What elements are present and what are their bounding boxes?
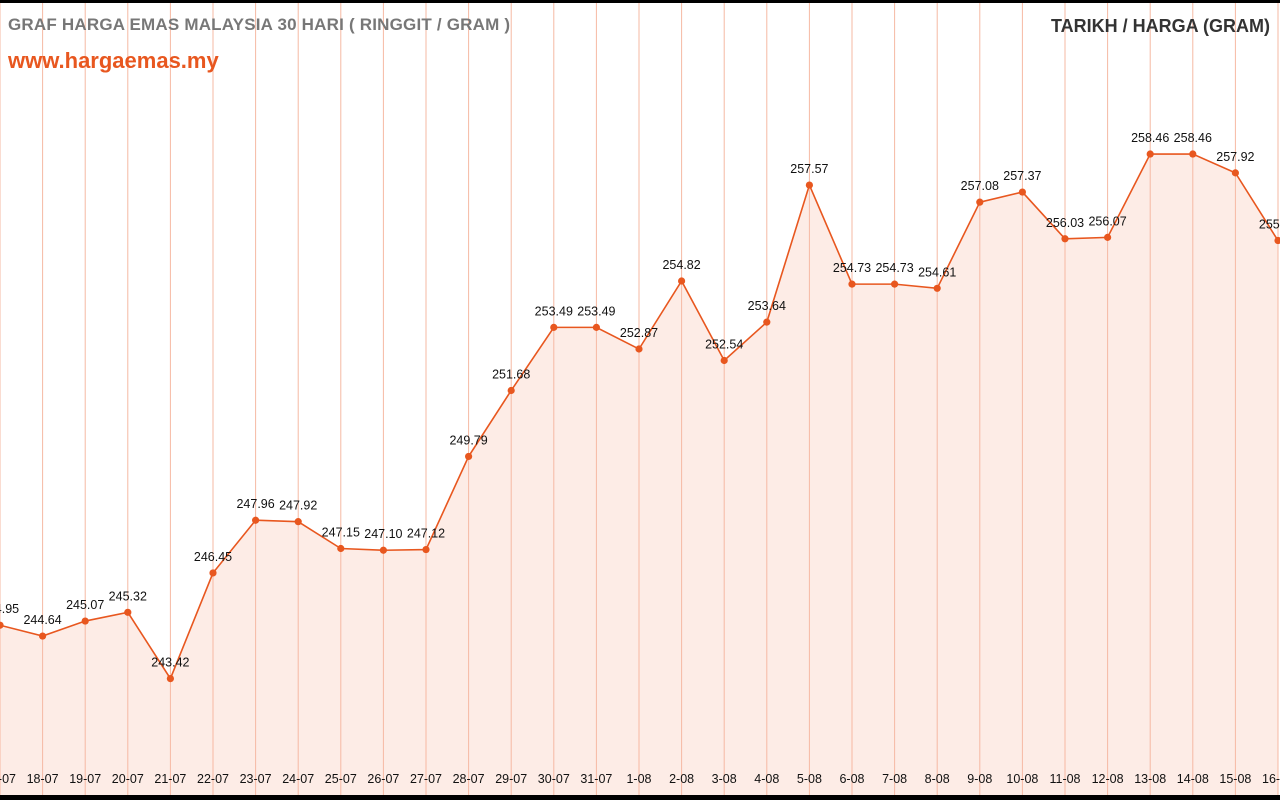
data-label: 256.03 [1046,216,1084,230]
data-point [507,386,515,395]
data-label: 247.92 [279,499,317,513]
data-point [976,198,984,206]
data-label: 251.68 [492,368,530,382]
x-tick-label: 24-07 [282,772,314,786]
data-label: 253.49 [535,304,573,318]
data-point [1146,150,1154,158]
data-point [1061,235,1069,243]
data-label: 257.08 [961,179,999,193]
data-label: 254.73 [875,261,913,275]
x-tick-label: 2-08 [669,772,694,786]
data-label: 254.82 [662,258,700,272]
data-point [848,280,856,288]
data-point [465,452,473,461]
data-point [294,518,302,526]
x-tick-label: 10-08 [1006,772,1038,786]
data-point [0,621,4,629]
data-point [166,674,174,683]
data-point [933,284,941,292]
x-tick-label: 16-08 [1262,772,1280,786]
x-tick-label: 1-08 [626,772,651,786]
x-tick-label: 21-07 [154,772,186,786]
chart-title: GRAF HARGA EMAS MALAYSIA 30 HARI ( RINGG… [8,15,511,34]
x-tick-label: 14-08 [1177,772,1209,786]
x-tick-label: 23-07 [240,772,272,786]
x-tick-label: 30-07 [538,772,570,786]
x-tick-label: 3-08 [712,772,737,786]
data-point [1189,150,1197,158]
data-point [209,569,217,577]
data-point [550,323,558,331]
data-label: 255.98 [1259,218,1280,232]
x-tick-label: 13-08 [1134,772,1166,786]
data-point [805,181,814,189]
data-label: 244.95 [0,602,19,616]
x-tick-label: 19-07 [69,772,101,786]
x-tick-label: 31-07 [580,772,612,786]
x-tick-label: 28-07 [453,772,485,786]
x-tick-label: 25-07 [325,772,357,786]
x-tick-label: 29-07 [495,772,527,786]
data-point [81,617,89,625]
x-tick-label: 26-07 [367,772,399,786]
data-point [124,608,132,616]
data-label: 253.64 [748,299,786,313]
data-point [252,516,260,524]
x-tick-label: 8-08 [925,772,950,786]
data-label: 252.87 [620,326,658,340]
data-point [1231,169,1239,177]
data-label: 257.57 [790,162,828,176]
data-point [39,632,47,640]
data-point [337,544,345,553]
x-tick-label: 15-08 [1219,772,1251,786]
x-tick-label: 5-08 [797,772,822,786]
x-tick-label: 18-07 [27,772,59,786]
data-label: 252.54 [705,338,743,352]
data-label: 254.73 [833,261,871,275]
x-tick-label: 7-08 [882,772,907,786]
data-point [1104,233,1112,241]
chart-legend: TARIKH / HARGA (GRAM) [1051,16,1270,36]
site-url-link[interactable]: www.hargaemas.my [8,48,219,73]
data-label: 256.07 [1088,214,1126,228]
data-point [422,545,430,554]
data-label: 244.64 [23,613,61,627]
data-point [1018,188,1026,196]
x-tick-label: 12-08 [1092,772,1124,786]
data-label: 258.46 [1174,131,1212,145]
data-label: 245.07 [66,598,104,612]
x-tick-label: 17-07 [0,772,16,786]
x-tick-label: 11-08 [1049,772,1080,786]
x-tick-label: 20-07 [112,772,144,786]
data-label: 257.37 [1003,169,1041,183]
data-point [635,345,643,353]
data-label: 247.15 [322,526,360,540]
x-tick-label: 22-07 [197,772,229,786]
data-point [763,318,771,326]
data-point [1274,236,1280,245]
data-label: 249.79 [449,433,487,447]
x-tick-label: 4-08 [754,772,779,786]
data-label: 247.96 [236,497,274,511]
data-point [720,356,728,365]
data-label: 257.92 [1216,150,1254,164]
data-point [592,323,601,331]
x-tick-label: 6-08 [839,772,864,786]
x-tick-label: 9-08 [967,772,992,786]
data-point [891,280,899,288]
x-tick-label: 27-07 [410,772,442,786]
data-label: 247.12 [407,527,445,541]
data-point [379,546,387,554]
data-label: 243.42 [151,656,189,670]
data-label: 258.46 [1131,131,1169,145]
data-point [678,277,686,285]
data-label: 246.45 [194,550,232,564]
chart-plot: 244.95 17-07 244.64 18-07 245.07 19-07 245.32 2… [0,3,1280,795]
data-label: 245.32 [109,589,147,603]
data-label: 253.49 [577,304,615,318]
data-label: 247.10 [364,527,402,541]
data-label: 254.61 [918,265,956,279]
